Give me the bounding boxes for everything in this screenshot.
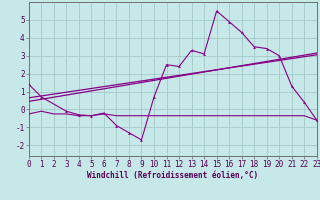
X-axis label: Windchill (Refroidissement éolien,°C): Windchill (Refroidissement éolien,°C) [87,171,258,180]
